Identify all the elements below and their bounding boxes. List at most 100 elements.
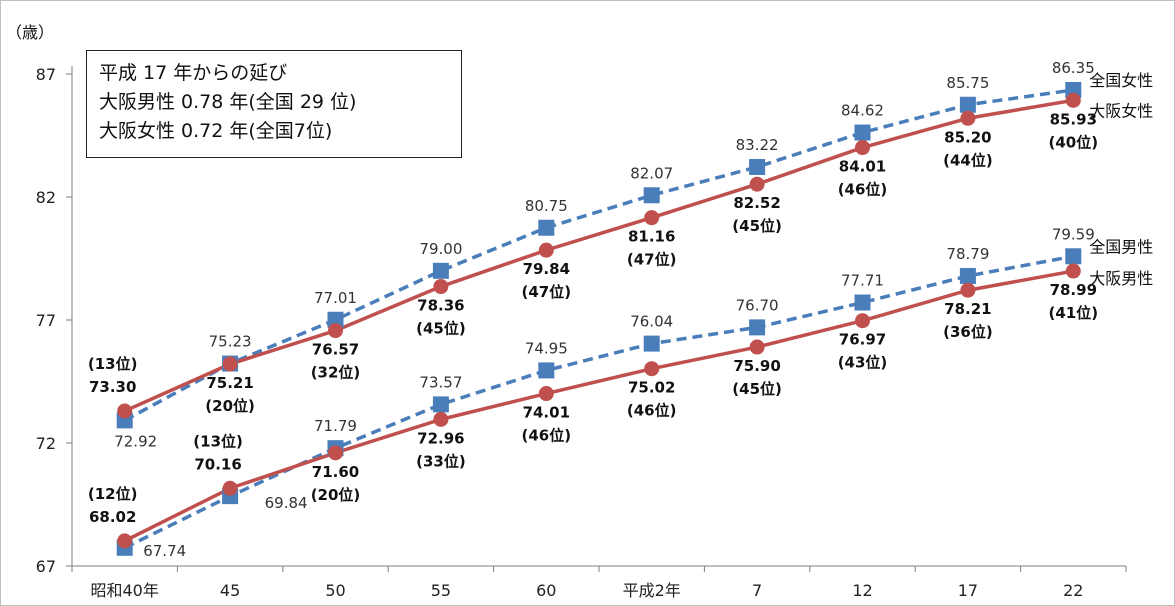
y-tick-label: 82 bbox=[36, 188, 56, 207]
data-point-circle bbox=[1065, 92, 1081, 108]
data-label-osaka: 85.93 bbox=[1050, 110, 1097, 128]
x-tick-label: 60 bbox=[536, 581, 556, 600]
series-line-1 bbox=[123, 98, 1074, 413]
data-point-square bbox=[432, 396, 449, 413]
y-tick-label: 77 bbox=[36, 311, 56, 330]
rank-label-osaka: (20位) bbox=[205, 397, 255, 415]
data-label-osaka: 71.60 bbox=[312, 463, 359, 481]
y-axis-unit: （歳） bbox=[6, 23, 54, 42]
data-point-square bbox=[538, 219, 555, 236]
rank-label-osaka: (13位) bbox=[88, 355, 138, 373]
x-tick-label: 昭和40年 bbox=[91, 581, 159, 600]
data-point-square bbox=[327, 311, 344, 328]
data-point-circle bbox=[328, 445, 343, 461]
rank-label-osaka: (45位) bbox=[416, 320, 466, 338]
x-tick-label: 7 bbox=[752, 581, 762, 600]
rank-label-osaka: (12位) bbox=[88, 485, 138, 503]
x-tick-label: 12 bbox=[852, 581, 872, 600]
rank-label-osaka: (45位) bbox=[732, 217, 782, 235]
rank-label-osaka: (43位) bbox=[838, 354, 888, 372]
rank-label-osaka: (13位) bbox=[193, 432, 243, 450]
data-label-national: 75.23 bbox=[209, 333, 252, 351]
data-point-circle bbox=[433, 411, 449, 427]
data-label-osaka: 81.16 bbox=[628, 228, 675, 246]
rank-label-osaka: (45位) bbox=[732, 380, 782, 398]
data-label-national: 79.59 bbox=[1052, 225, 1095, 243]
data-point-square bbox=[538, 362, 555, 379]
data-label-osaka: 85.20 bbox=[944, 128, 991, 146]
series-line-3 bbox=[123, 269, 1074, 543]
data-point-circle bbox=[1065, 263, 1081, 279]
note-osaka-male: 大阪男性 0.78 年(全国 29 位) bbox=[99, 91, 357, 113]
data-label-osaka: 75.21 bbox=[206, 374, 253, 392]
data-point-circle bbox=[117, 533, 133, 549]
rank-label-osaka: (41位) bbox=[1049, 304, 1099, 322]
data-label-osaka: 79.84 bbox=[523, 260, 570, 278]
rank-label-osaka: (46位) bbox=[522, 427, 572, 445]
x-tick-label: 55 bbox=[431, 581, 451, 600]
data-label-osaka: 82.52 bbox=[733, 194, 780, 212]
data-point-circle bbox=[960, 282, 976, 298]
data-point-circle bbox=[222, 356, 238, 372]
data-label-national: 82.07 bbox=[630, 164, 673, 182]
data-point-circle bbox=[538, 386, 554, 402]
data-point-circle bbox=[222, 480, 238, 496]
y-tick-label: 72 bbox=[36, 434, 56, 453]
y-tick-label: 67 bbox=[36, 557, 56, 576]
data-point-square bbox=[432, 262, 449, 279]
series-line-2 bbox=[123, 254, 1074, 550]
x-tick-label: 45 bbox=[220, 581, 240, 600]
legend-national-female: 全国女性 bbox=[1089, 71, 1153, 90]
data-point-square bbox=[959, 267, 976, 284]
data-point-circle bbox=[328, 323, 343, 339]
data-point-circle bbox=[749, 339, 765, 355]
x-tick-label: 平成2年 bbox=[623, 581, 681, 600]
x-tick-label: 17 bbox=[958, 581, 978, 600]
series-lines bbox=[123, 88, 1074, 550]
data-label-osaka: 78.36 bbox=[417, 297, 464, 315]
data-label-national: 77.71 bbox=[841, 272, 884, 290]
rank-label-osaka: (40位) bbox=[1049, 133, 1099, 151]
data-point-square bbox=[1065, 248, 1082, 265]
rank-label-osaka: (32位) bbox=[311, 364, 361, 382]
data-label-osaka: 78.21 bbox=[944, 300, 991, 318]
legend-osaka-female: 大阪女性 bbox=[1089, 101, 1153, 120]
data-label-national: 83.22 bbox=[736, 136, 779, 154]
data-point-square bbox=[749, 319, 766, 336]
data-label-osaka: 78.99 bbox=[1050, 281, 1097, 299]
data-label-osaka: 73.30 bbox=[89, 378, 136, 396]
y-tick-label: 87 bbox=[36, 65, 56, 84]
data-label-national: 84.62 bbox=[841, 102, 884, 120]
data-labels: 72.92 75.23 77.01 79.00 80.75 82.07 83.22 84.62… bbox=[88, 59, 1098, 560]
data-point-square bbox=[854, 124, 871, 141]
data-label-national: 76.04 bbox=[630, 313, 673, 331]
note-osaka-female: 大阪女性 0.72 年(全国7位) bbox=[99, 120, 333, 142]
x-tick-label: 50 bbox=[325, 581, 345, 600]
data-label-national: 80.75 bbox=[525, 197, 568, 215]
data-label-national: 71.79 bbox=[314, 417, 357, 435]
data-point-square bbox=[854, 294, 871, 311]
data-label-national: 77.01 bbox=[314, 289, 357, 307]
data-point-circle bbox=[960, 110, 976, 126]
data-point-square bbox=[959, 96, 976, 113]
data-label-national: 69.84 bbox=[265, 494, 308, 512]
data-point-circle bbox=[117, 403, 133, 419]
rank-label-osaka: (33位) bbox=[416, 452, 466, 470]
data-point-circle bbox=[644, 361, 660, 377]
rank-label-osaka: (47位) bbox=[522, 283, 572, 301]
data-point-circle bbox=[538, 242, 554, 258]
data-label-osaka: 74.01 bbox=[523, 404, 570, 422]
rank-label-osaka: (46位) bbox=[627, 402, 677, 420]
data-label-national: 78.79 bbox=[946, 245, 989, 263]
note-title: 平成 17 年からの延び bbox=[99, 62, 288, 84]
data-label-osaka: 75.90 bbox=[733, 357, 780, 375]
data-label-national: 85.75 bbox=[946, 74, 989, 92]
legend-national-male: 全国男性 bbox=[1089, 237, 1153, 256]
data-label-national: 76.70 bbox=[736, 296, 779, 314]
rank-label-osaka: (44位) bbox=[943, 151, 993, 169]
x-tick-label: 22 bbox=[1063, 581, 1083, 600]
data-point-square bbox=[643, 187, 660, 204]
data-label-osaka: 76.97 bbox=[839, 331, 886, 349]
rank-label-osaka: (47位) bbox=[627, 251, 677, 269]
